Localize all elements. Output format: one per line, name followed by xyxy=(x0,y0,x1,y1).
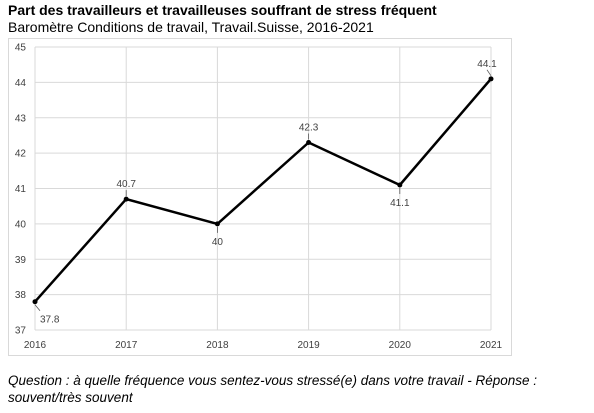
y-tick-label: 40 xyxy=(15,219,27,230)
chart-area xyxy=(8,38,512,356)
question-note: Question : à quelle fréquence vous sente… xyxy=(8,373,538,405)
data-label: 42.3 xyxy=(299,123,319,134)
data-point xyxy=(306,140,312,146)
y-tick-label: 43 xyxy=(15,113,27,124)
series-line xyxy=(34,77,492,303)
data-label: 41.1 xyxy=(390,198,410,209)
x-tick-label: 2019 xyxy=(297,340,320,351)
data-point xyxy=(488,76,494,82)
y-tick-label: 37 xyxy=(15,326,27,337)
x-tick-label: 2017 xyxy=(115,340,138,351)
y-tick-label: 42 xyxy=(15,149,27,160)
x-tick-label: 2020 xyxy=(389,340,412,351)
y-tick-label: 39 xyxy=(15,255,27,266)
data-label-leader xyxy=(34,304,41,311)
data-point xyxy=(32,299,38,305)
x-tick-label: 2016 xyxy=(24,340,47,351)
chart-title: Part des travailleurs et travailleuses s… xyxy=(8,2,437,18)
y-tick-label: 41 xyxy=(15,184,27,195)
y-tick-label: 45 xyxy=(15,43,27,54)
data-point xyxy=(397,182,403,188)
data-label: 40 xyxy=(212,237,224,248)
y-tick-label: 38 xyxy=(15,290,27,301)
x-tick-label: 2021 xyxy=(480,340,503,351)
data-label: 37.8 xyxy=(40,315,60,326)
chart-subtitle: Baromètre Conditions de travail, Travail… xyxy=(8,19,374,35)
data-label: 44.1 xyxy=(477,59,497,70)
data-point xyxy=(214,221,220,227)
data-point xyxy=(123,196,129,202)
x-tick-label: 2018 xyxy=(206,340,229,351)
y-tick-label: 44 xyxy=(15,78,27,89)
data-label-leader xyxy=(486,69,492,77)
data-label: 40.7 xyxy=(116,179,136,190)
